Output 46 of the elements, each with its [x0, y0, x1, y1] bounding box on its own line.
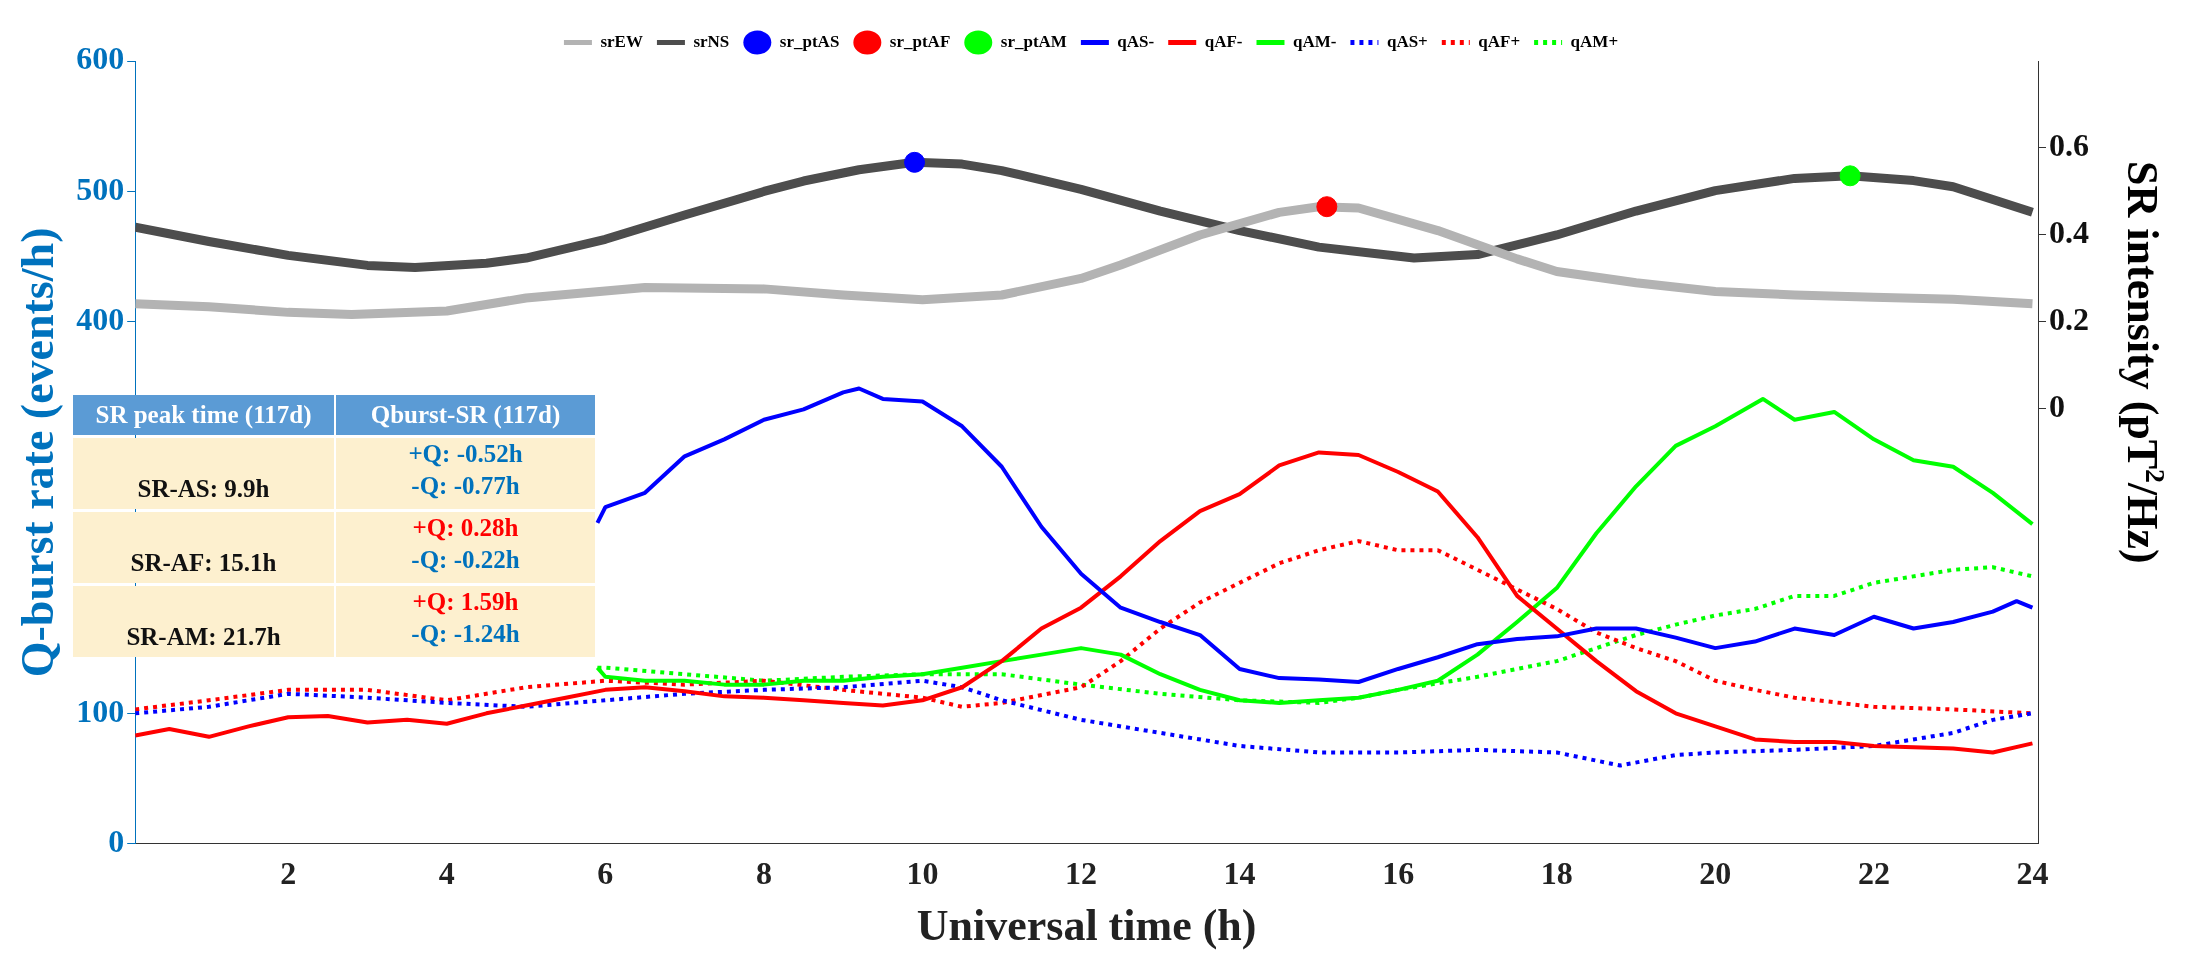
x-tick-label: 14 — [1223, 855, 1256, 892]
legend-label: qAM- — [1292, 31, 1337, 51]
legend-label: qAM+ — [1570, 31, 1619, 51]
x-axis-title: Universal time (h) — [916, 900, 1257, 950]
y2-tick-label: 0.2 — [2049, 301, 2089, 338]
y-tick-label: 400 — [76, 301, 125, 338]
legend-label: qAF+ — [1478, 31, 1521, 51]
x-tick-label: 6 — [597, 855, 614, 892]
x-tick-label: 10 — [906, 855, 939, 892]
x-tick-label: 8 — [755, 855, 772, 892]
y2-tick-label: 0.6 — [2049, 127, 2089, 164]
annotation: -Q: -0.22h — [410, 545, 521, 575]
annotation: -Q: -0.77h — [410, 471, 521, 501]
annotation: +Q: 0.28h — [411, 513, 520, 543]
annotation: +Q: 1.59h — [411, 587, 520, 617]
legend-label: sr_ptAF — [889, 31, 951, 51]
annotation: Qburst-SR (117d) — [336, 395, 595, 435]
y-tick-label: 600 — [76, 40, 125, 77]
x-tick-label: 24 — [2016, 855, 2049, 892]
y2-tick-label: 0 — [2049, 388, 2065, 425]
x-tick-label: 2 — [280, 855, 297, 892]
x-tick-label: 22 — [1857, 855, 1890, 892]
annotation: SR-AF: 15.1h — [73, 512, 334, 583]
y2-tick-label: 0.4 — [2049, 214, 2089, 251]
legend-label: srNS — [693, 31, 730, 51]
x-tick-label: 16 — [1382, 855, 1415, 892]
x-tick-label: 20 — [1699, 855, 1732, 892]
annotation: SR peak time (117d) — [73, 395, 334, 435]
legend-label: qAF- — [1204, 31, 1243, 51]
y-tick-label: 500 — [76, 170, 125, 207]
x-tick-label: 18 — [1540, 855, 1573, 892]
y-tick-label: 0 — [108, 823, 125, 860]
x-tick-label: 4 — [438, 855, 455, 892]
x-tick-label: 12 — [1065, 855, 1098, 892]
y-axis-title: Q-burst rate (events/h) — [12, 227, 64, 678]
annotation: -Q: -1.24h — [410, 619, 521, 649]
legend-label: qAS- — [1117, 31, 1155, 51]
annotation: SR-AS: 9.9h — [73, 438, 334, 509]
y2-axis-title: SR intensity (pT2/Hz) — [2118, 161, 2171, 564]
legend-label: sr_ptAM — [1000, 31, 1067, 51]
y-tick-label: 100 — [76, 692, 125, 729]
legend-label: sr_ptAS — [779, 31, 840, 51]
annotation: SR-AM: 21.7h — [73, 586, 334, 657]
annotation: +Q: -0.52h — [407, 439, 524, 469]
legend-label: srEW — [600, 31, 643, 51]
legend-label: qAS+ — [1386, 31, 1428, 51]
